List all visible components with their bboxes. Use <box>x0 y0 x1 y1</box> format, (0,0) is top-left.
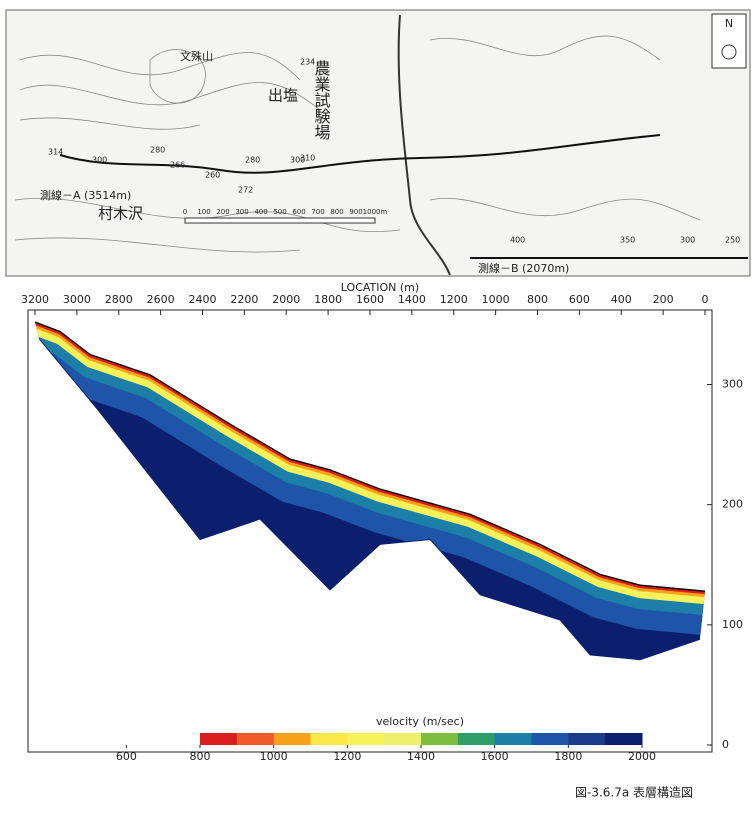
velocity-layer <box>35 322 705 595</box>
colorbar-cell <box>421 733 459 745</box>
colorbar-tick-label: 1800 <box>554 750 582 763</box>
scale-label: 300 <box>235 208 248 216</box>
scale-bar <box>184 217 376 224</box>
x-tick-label: 800 <box>527 293 548 306</box>
scale-label: 700 <box>311 208 324 216</box>
section-bottom <box>38 338 701 661</box>
map-label: 文殊山 <box>180 49 213 63</box>
contour <box>429 35 661 61</box>
x-tick-label: 2200 <box>230 293 258 306</box>
contour <box>19 52 301 81</box>
y-tick-label: 0 <box>722 738 729 751</box>
scale-label: 200 <box>216 208 229 216</box>
x-tick-label: 1800 <box>314 293 342 306</box>
map-frame <box>5 9 751 277</box>
elevation-label: 260 <box>205 171 220 180</box>
contour <box>19 117 201 130</box>
x-tick-label: 1200 <box>440 293 468 306</box>
x-tick-label: 1000 <box>482 293 510 306</box>
x-tick-label: 3000 <box>63 293 91 306</box>
map-label: 農業試験場 <box>312 60 331 141</box>
colorbar-tick-label: 1600 <box>481 750 509 763</box>
elevation-label: 400 <box>510 236 525 245</box>
y-tick-label: 300 <box>722 378 743 391</box>
scale-label: 500 <box>273 208 286 216</box>
y-tick-label: 200 <box>722 498 743 511</box>
north-label: N <box>725 17 733 30</box>
x-tick-label: 600 <box>569 293 590 306</box>
caption: 図-3.6.7a 表層構造図 <box>575 786 693 800</box>
elevation-label: 300 <box>680 236 695 245</box>
scale-label: 400 <box>254 208 267 216</box>
colorbar-cell <box>494 733 532 745</box>
colorbar-cell <box>384 733 422 745</box>
scale-label: 1000m <box>363 208 388 216</box>
map: N 測線－A (3514m) 測線－B (2070m) 農業試験場 出塩 村木沢… <box>5 9 751 277</box>
colorbar-tick-label: 600 <box>116 750 137 763</box>
elevation-label: 234 <box>300 58 315 67</box>
contour <box>149 49 206 104</box>
colorbar-cell <box>531 733 569 745</box>
colorbar-cell <box>200 733 238 745</box>
colorbar-cell <box>310 733 348 745</box>
contour <box>14 197 401 232</box>
x-tick-label: 3200 <box>21 293 49 306</box>
colorbar-cell <box>457 733 496 745</box>
colorbar-cell <box>273 733 311 745</box>
colorbar-cell <box>347 733 385 745</box>
elevation-label: 300 <box>290 156 305 165</box>
map-label: 測線－A (3514m) <box>40 188 131 202</box>
x-tick-label: 1400 <box>398 293 426 306</box>
elevation-label: 280 <box>150 146 165 155</box>
colorbar-tick-label: 1400 <box>407 750 435 763</box>
elevation-label: 350 <box>620 236 635 245</box>
section <box>35 322 705 660</box>
contour <box>429 198 701 221</box>
colorbar-tick-label: 1000 <box>260 750 288 763</box>
elevation-label: 272 <box>238 186 253 195</box>
map-label: 測線－B (2070m) <box>478 261 569 275</box>
elevation-label: 310 <box>300 154 315 163</box>
x-tick-label: 200 <box>653 293 674 306</box>
colorbar-tick-label: 2000 <box>628 750 656 763</box>
elevation-label: 314 <box>48 148 63 157</box>
x-tick-label: 2000 <box>272 293 300 306</box>
scale-label: 600 <box>292 208 305 216</box>
velocity-layer <box>35 323 705 605</box>
y-tick-label: 100 <box>722 618 743 631</box>
surface-line <box>34 321 706 592</box>
contour <box>14 237 301 253</box>
river <box>397 14 451 276</box>
x-tick-label: 0 <box>702 293 709 306</box>
scale-label: 800 <box>330 208 343 216</box>
map-label: 出塩 <box>268 87 298 105</box>
survey-line-a <box>59 134 661 174</box>
colorbar-cell <box>605 733 643 745</box>
colorbar-cell <box>568 733 606 745</box>
colorbar-cell <box>236 733 275 745</box>
x-tick-label: 2400 <box>189 293 217 306</box>
colorbar-label: velocity (m/sec) <box>376 715 464 728</box>
colorbar-tick-label: 1200 <box>333 750 361 763</box>
elevation-label: 266 <box>170 161 185 170</box>
x-tick-label: 1600 <box>356 293 384 306</box>
scale-label: 900 <box>349 208 362 216</box>
map-label: 村木沢 <box>98 205 143 223</box>
scale-label: 100 <box>197 208 210 216</box>
scale-label: 0 <box>183 208 187 216</box>
colorbar-tick-label: 800 <box>190 750 211 763</box>
elevation-label: 300 <box>92 156 107 165</box>
x-axis-label: LOCATION (m) <box>341 281 419 294</box>
elevation-label: 280 <box>245 156 260 165</box>
x-tick-label: 400 <box>611 293 632 306</box>
north-symbol <box>721 44 737 60</box>
x-tick-label: 2800 <box>105 293 133 306</box>
contour <box>19 82 321 111</box>
elevation-label: 250 <box>725 236 740 245</box>
x-tick-label: 2600 <box>147 293 175 306</box>
